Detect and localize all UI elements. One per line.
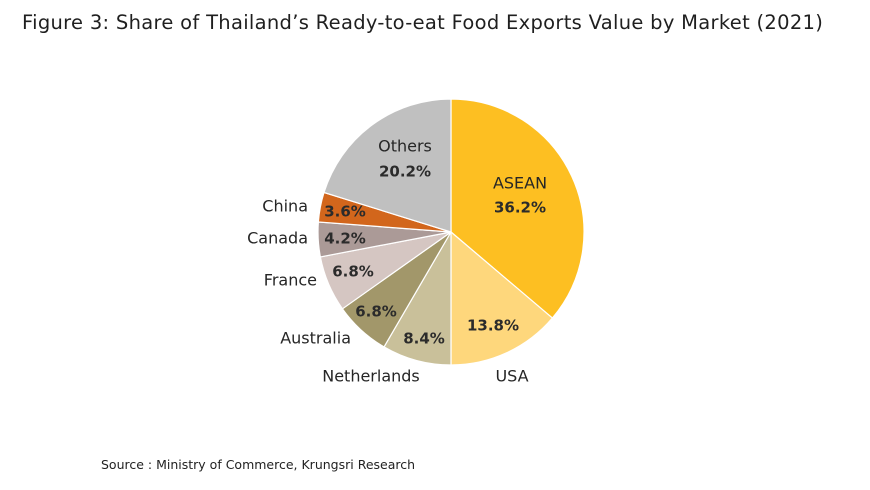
- pie-slice-others: [323, 98, 452, 233]
- slice-value-netherlands: 8.4%: [403, 330, 445, 348]
- slice-value-china: 3.6%: [324, 203, 366, 221]
- slice-value-australia: 6.8%: [355, 303, 397, 321]
- slice-label-australia: Australia: [280, 329, 351, 348]
- source-note: Source : Ministry of Commerce, Krungsri …: [101, 457, 416, 472]
- pie-slice-usa: [450, 230, 554, 366]
- slice-value-others: 20.2%: [379, 163, 431, 181]
- slice-value-asean: 36.2%: [494, 199, 546, 217]
- slice-value-usa: 13.8%: [467, 317, 519, 335]
- slice-label-canada: Canada: [247, 229, 308, 248]
- slice-label-china: China: [262, 197, 308, 216]
- slice-label-france: France: [264, 271, 317, 290]
- slice-value-france: 6.8%: [332, 263, 374, 281]
- slice-label-usa: USA: [495, 367, 528, 386]
- pie-slice-asean: [450, 98, 585, 319]
- slice-label-netherlands: Netherlands: [322, 367, 420, 386]
- slice-label-others: Others: [378, 137, 432, 156]
- chart-title: Figure 3: Share of Thailand’s Ready-to-e…: [22, 11, 824, 34]
- slice-value-canada: 4.2%: [324, 230, 366, 248]
- slice-label-asean: ASEAN: [493, 174, 547, 193]
